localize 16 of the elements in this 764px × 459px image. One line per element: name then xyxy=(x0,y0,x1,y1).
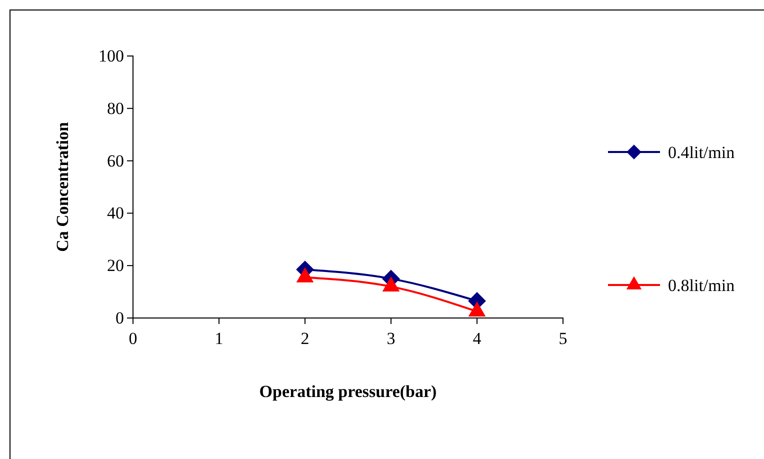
legend-label: 0.4lit/min xyxy=(668,143,736,162)
x-tick-label: 3 xyxy=(386,329,396,348)
y-tick-label: 40 xyxy=(107,204,124,223)
y-axis-title: Ca Concentration xyxy=(53,122,72,252)
x-tick-label: 2 xyxy=(300,329,310,348)
y-tick-label: 100 xyxy=(98,46,124,66)
x-tick-label: 4 xyxy=(472,329,482,348)
y-tick-label: 80 xyxy=(107,98,124,118)
y-tick-label: 60 xyxy=(107,151,124,170)
x-axis-title: Operating pressure(bar) xyxy=(259,382,437,401)
y-tick-label: 20 xyxy=(107,256,124,276)
y-tick-label: 0 xyxy=(116,308,124,328)
legend-label: 0.8lit/min xyxy=(668,276,736,295)
x-tick-label: 0 xyxy=(128,329,138,348)
x-tick-label: 5 xyxy=(558,329,568,348)
x-tick-label: 1 xyxy=(214,329,224,348)
